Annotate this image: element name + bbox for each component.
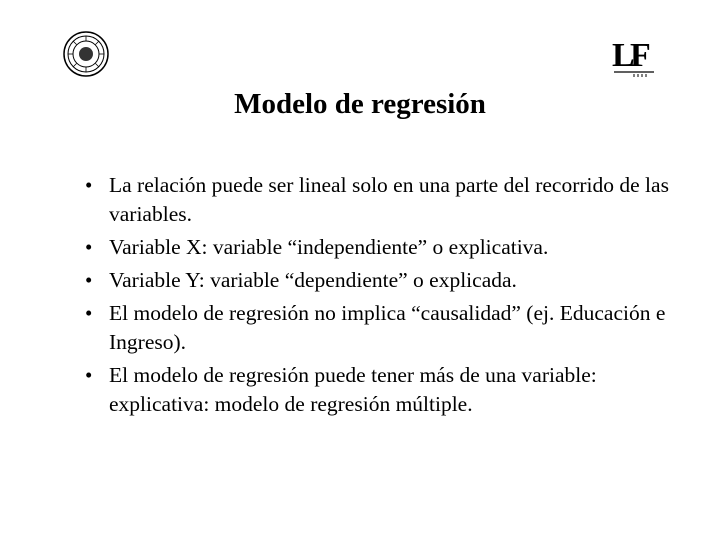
- list-item: El modelo de regresión no implica “causa…: [85, 299, 670, 357]
- bullet-list: La relación puede ser lineal solo en una…: [50, 171, 670, 419]
- list-item: El modelo de regresión puede tener más d…: [85, 361, 670, 419]
- list-item: Variable X: variable “independiente” o e…: [85, 233, 670, 262]
- lf-logo-icon: L F: [606, 30, 662, 78]
- university-seal-icon: [62, 30, 110, 78]
- svg-text:F: F: [630, 37, 651, 74]
- list-item: Variable Y: variable “dependiente” o exp…: [85, 266, 670, 295]
- slide-container: L F Modelo de regresión La relación pued…: [0, 0, 720, 540]
- list-item: La relación puede ser lineal solo en una…: [85, 171, 670, 229]
- slide-title: Modelo de regresión: [50, 88, 670, 121]
